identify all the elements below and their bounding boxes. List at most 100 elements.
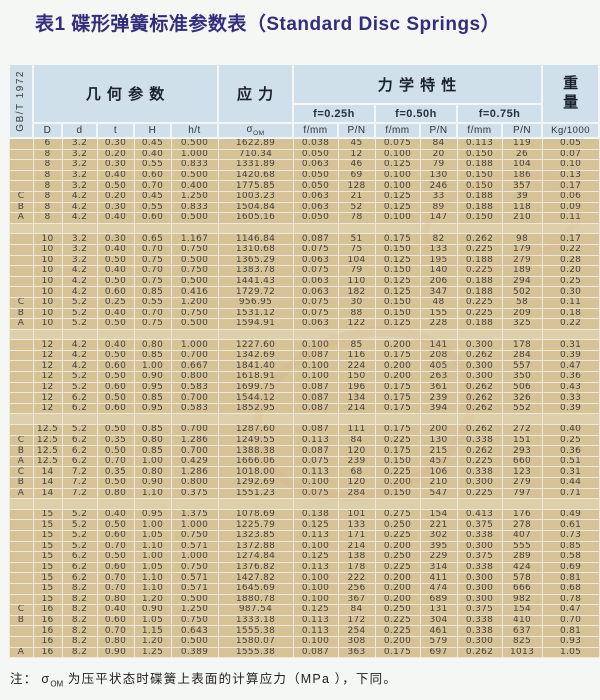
separator-cell — [374, 222, 421, 235]
table-cell: 120 — [337, 477, 376, 489]
table-cell: 140 — [419, 265, 458, 277]
col-header-ht: h/t — [169, 122, 220, 139]
table-cell: 0.55 — [133, 201, 172, 214]
table-cell: 1013 — [501, 646, 543, 659]
table-cell: 0.175 — [374, 392, 421, 404]
separator-cell — [501, 222, 543, 235]
table-cell: 1.00 — [133, 519, 172, 531]
table-cell: 1.05 — [133, 529, 172, 542]
table-cell: 0.087 — [292, 392, 339, 404]
separator-cell — [419, 222, 458, 235]
separator-cell — [337, 222, 376, 235]
table-cell: 6.2 — [61, 561, 98, 574]
table-cell: 0.49 — [541, 508, 600, 521]
table-row: 12 5.2 0.50 0.90 0.800 1618.91 0.100 150 0.200 26… — [8, 371, 600, 383]
separator-cell — [456, 222, 503, 235]
table-cell: 1.05 — [133, 561, 172, 574]
table-cell: 0.70 — [541, 614, 600, 627]
col-header-fmm-3: f/mm — [456, 122, 504, 139]
table-cell: 222 — [337, 572, 376, 584]
table-cell: 0.90 — [133, 604, 172, 616]
table-cell: 0.71 — [541, 487, 600, 500]
class-letter-cell — [8, 286, 34, 298]
group-separator-row — [8, 328, 600, 341]
col-header-sigma: σOM — [217, 122, 295, 139]
table-cell: 0.81 — [541, 572, 600, 584]
table-cell: 0.750 — [170, 243, 219, 256]
table-cell: 0.200 — [374, 635, 421, 648]
table-cell: 10 — [32, 233, 63, 245]
separator-cell — [456, 328, 503, 341]
table-cell: 0.60 — [96, 614, 135, 627]
table-cell: 0.500 — [170, 212, 219, 224]
table-cell: 4.2 — [61, 349, 98, 362]
table-cell: 0.500 — [170, 275, 219, 288]
separator-cell — [292, 498, 339, 510]
table-header: GB/T 1972 几 何 参 数 应 力 力 学 特 性 重量 f=0.25h… — [8, 63, 600, 139]
table-cell: 666 — [501, 582, 543, 595]
class-letter-cell — [8, 402, 34, 415]
table-cell: 0.188 — [456, 275, 503, 288]
table-cell: 12 — [337, 148, 376, 161]
table-cell: 228 — [419, 318, 458, 330]
table-cell: 0.113 — [292, 614, 339, 627]
table-cell: 0.31 — [541, 466, 600, 478]
table-cell: 15 — [32, 529, 63, 542]
table-cell: 0.338 — [456, 561, 503, 574]
table-cell: 0.500 — [170, 137, 219, 150]
table-cell: 0.700 — [170, 424, 219, 436]
table-cell: 16 — [32, 635, 63, 648]
table-cell: 39 — [501, 190, 543, 203]
table-cell: 0.150 — [374, 307, 421, 320]
class-letter-cell — [8, 169, 34, 182]
table-cell: 0.262 — [456, 445, 503, 457]
footnote-text: 为压平状态时碟簧上表面的计算应力（MPa ），下同。 — [67, 672, 398, 686]
table-cell: 5.2 — [61, 508, 98, 521]
table-cell: 0.90 — [133, 371, 172, 383]
table-cell: 0.30 — [541, 286, 600, 298]
table-cell: 0.063 — [292, 286, 339, 298]
table-cell: 987.54 — [217, 604, 294, 616]
page-title: 表1 碟形弹簧标准参数表（Standard Disc Springs） — [35, 14, 501, 35]
separator-cell — [374, 413, 421, 426]
table-row: 12 5.2 0.60 0.95 0.583 1699.75 0.087 196 0.175 36… — [8, 381, 600, 394]
table-cell: 0.50 — [96, 318, 135, 330]
table-cell: 0.60 — [96, 360, 135, 373]
table-cell: 0.100 — [292, 477, 339, 489]
separator-cell — [32, 413, 63, 426]
table-cell: 555 — [501, 540, 543, 553]
deflection-025h-header: f=0.25h — [292, 103, 377, 124]
table-cell: 0.11 — [541, 212, 600, 224]
table-cell: 154 — [501, 604, 543, 616]
table-row: C 16 8.2 0.40 0.90 1.250 987.54 0.125 84 0.250 131… — [8, 604, 600, 616]
separator-cell — [170, 498, 219, 510]
table-row: A 14 7.2 0.80 1.10 0.375 1551.23 0.075 284 0.150 5… — [8, 487, 600, 500]
table-cell: 150 — [337, 371, 376, 383]
table-cell: 10 — [32, 254, 63, 267]
table-cell: 1.10 — [133, 582, 172, 595]
table-cell: 1331.89 — [217, 159, 294, 171]
table-cell: 69 — [337, 169, 376, 182]
table-cell: 0.125 — [374, 201, 421, 214]
table-cell: 16 — [32, 614, 63, 627]
table-cell: 254 — [337, 625, 376, 637]
table-cell: 20 — [419, 148, 458, 161]
table-cell: 1227.60 — [217, 339, 294, 351]
table-cell: 8.2 — [61, 604, 98, 616]
table-cell: 0.70 — [133, 180, 172, 192]
table-cell: 16 — [32, 646, 63, 659]
table-cell: 178 — [501, 339, 543, 351]
table-cell: 0.95 — [133, 381, 172, 394]
table-cell: 302 — [419, 529, 458, 542]
table-cell: 0.225 — [374, 561, 421, 574]
table-row: 12 6.2 0.50 0.85 0.700 1544.12 0.087 134 0.175 23… — [8, 392, 600, 404]
class-letter-cell: B — [8, 614, 34, 627]
table-cell: 0.40 — [96, 243, 135, 256]
table-cell: 294 — [501, 275, 543, 288]
table-cell: 0.69 — [541, 561, 600, 574]
table-cell: 85 — [337, 339, 376, 351]
table-cell: 272 — [501, 424, 543, 436]
table-cell: 0.80 — [96, 593, 135, 606]
table-cell: 0.138 — [292, 508, 339, 521]
table-cell: 0.800 — [170, 371, 219, 383]
